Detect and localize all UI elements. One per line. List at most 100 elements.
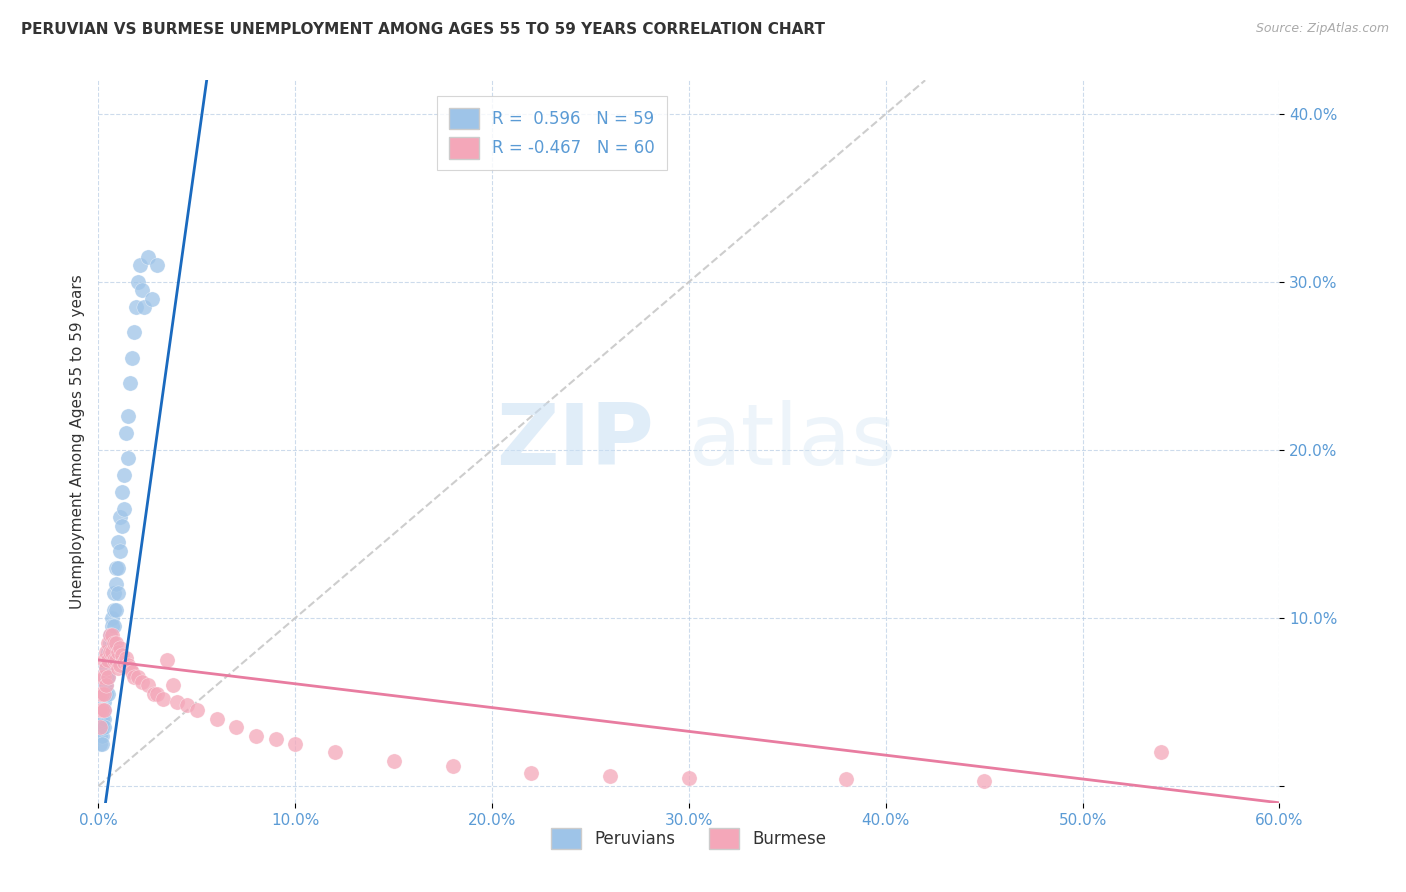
Text: atlas: atlas [689,400,897,483]
Point [973,774,995,789]
Point [91,737,114,751]
Point [225,720,247,734]
Point [89,737,111,751]
Point [141,292,163,306]
Point [93,695,115,709]
Point [115,651,138,665]
Point [205,712,228,726]
Point [142,687,165,701]
Point [93,687,115,701]
Point [97,644,120,658]
Point [105,602,128,616]
Point [89,720,111,734]
Point [112,501,135,516]
Point [97,653,120,667]
Point [122,326,145,340]
Point [111,648,134,662]
Point [96,644,118,658]
Point [91,670,114,684]
Point [96,678,118,692]
Point [245,729,267,743]
Point [323,745,346,759]
Point [122,670,145,684]
Point [105,560,128,574]
Point [107,661,129,675]
Point [93,687,115,701]
Point [118,661,141,675]
Point [131,674,153,689]
Point [97,670,120,684]
Point [97,653,120,667]
Point [156,653,179,667]
Point [105,636,128,650]
Point [96,678,118,692]
Point [107,586,129,600]
Point [176,698,198,713]
Point [108,543,131,558]
Point [97,687,120,701]
Point [520,765,543,780]
Point [115,426,138,441]
Point [91,720,114,734]
Point [98,644,121,658]
Point [146,258,169,272]
Point [101,619,124,633]
Point [103,653,125,667]
Point [108,658,131,673]
Point [91,729,114,743]
Point [96,661,118,675]
Text: ZIP: ZIP [496,400,654,483]
Point [98,653,121,667]
Point [108,510,131,524]
Point [146,687,169,701]
Point [136,250,159,264]
Point [98,628,121,642]
Point [599,769,621,783]
Point [91,703,114,717]
Point [131,283,153,297]
Point [96,670,118,684]
Point [382,754,405,768]
Point [117,658,139,673]
Point [441,759,464,773]
Point [89,712,111,726]
Point [98,636,121,650]
Point [136,678,159,692]
Point [103,619,125,633]
Point [284,737,307,751]
Y-axis label: Unemployment Among Ages 55 to 59 years: Unemployment Among Ages 55 to 59 years [69,274,84,609]
Point [93,703,115,717]
Point [128,258,150,272]
Point [127,275,149,289]
Point [162,678,184,692]
Point [112,655,135,669]
Point [121,665,143,679]
Point [93,712,115,726]
Point [107,535,129,549]
Point [93,670,115,684]
Point [118,376,141,390]
Point [107,560,129,574]
Point [93,678,115,692]
Point [152,691,174,706]
Point [108,641,131,656]
Point [103,602,125,616]
Point [103,636,125,650]
Point [93,720,115,734]
Point [186,703,208,717]
Point [111,518,134,533]
Point [101,628,124,642]
Text: PERUVIAN VS BURMESE UNEMPLOYMENT AMONG AGES 55 TO 59 YEARS CORRELATION CHART: PERUVIAN VS BURMESE UNEMPLOYMENT AMONG A… [21,22,825,37]
Point [166,695,188,709]
Point [97,636,120,650]
Point [89,729,111,743]
Point [112,468,135,483]
Point [91,703,114,717]
Point [93,653,115,667]
Point [101,644,124,658]
Point [105,577,128,591]
Point [678,771,700,785]
Point [101,611,124,625]
Point [111,485,134,500]
Point [91,687,114,701]
